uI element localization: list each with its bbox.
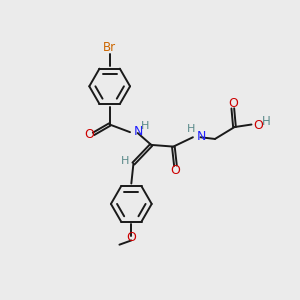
Text: O: O xyxy=(84,128,94,141)
Text: H: H xyxy=(187,124,195,134)
Text: O: O xyxy=(126,231,136,244)
Text: O: O xyxy=(228,97,238,110)
Text: H: H xyxy=(262,115,271,128)
Text: H: H xyxy=(141,121,149,131)
Text: H: H xyxy=(121,156,129,166)
Text: O: O xyxy=(170,164,180,177)
Text: N: N xyxy=(196,130,206,143)
Text: N: N xyxy=(134,125,143,138)
Text: O: O xyxy=(253,119,263,132)
Text: Br: Br xyxy=(103,41,116,54)
